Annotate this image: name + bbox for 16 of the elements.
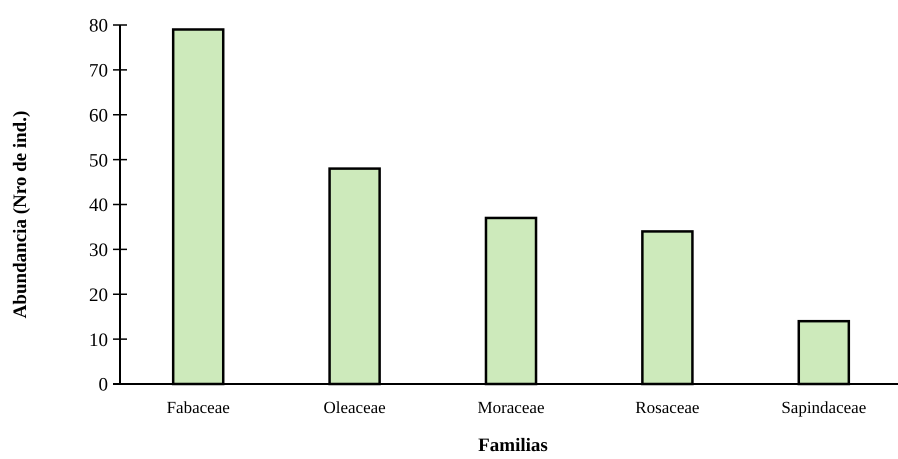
y-tick-label: 0: [98, 374, 108, 396]
y-tick-label: 60: [89, 105, 108, 126]
y-tick-label: 70: [89, 60, 108, 82]
x-tick-label: Fabaceae: [166, 398, 230, 417]
x-tick-label: Moraceae: [477, 398, 545, 417]
y-tick-label: 30: [89, 240, 108, 262]
x-axis-title: Familias: [478, 435, 548, 456]
y-tick-label: 10: [89, 330, 108, 351]
x-tick-label: Oleaceae: [323, 398, 386, 417]
y-tick-label: 50: [89, 150, 108, 172]
y-tick-label: 20: [89, 284, 108, 306]
y-tick-label: 40: [89, 195, 108, 216]
y-tick-label: 80: [89, 16, 108, 37]
x-tick-label: Rosaceae: [635, 398, 700, 417]
y-axis-title: Abundancia (Nro de ind.): [10, 110, 31, 318]
x-tick-label: Sapindaceae: [781, 398, 866, 417]
